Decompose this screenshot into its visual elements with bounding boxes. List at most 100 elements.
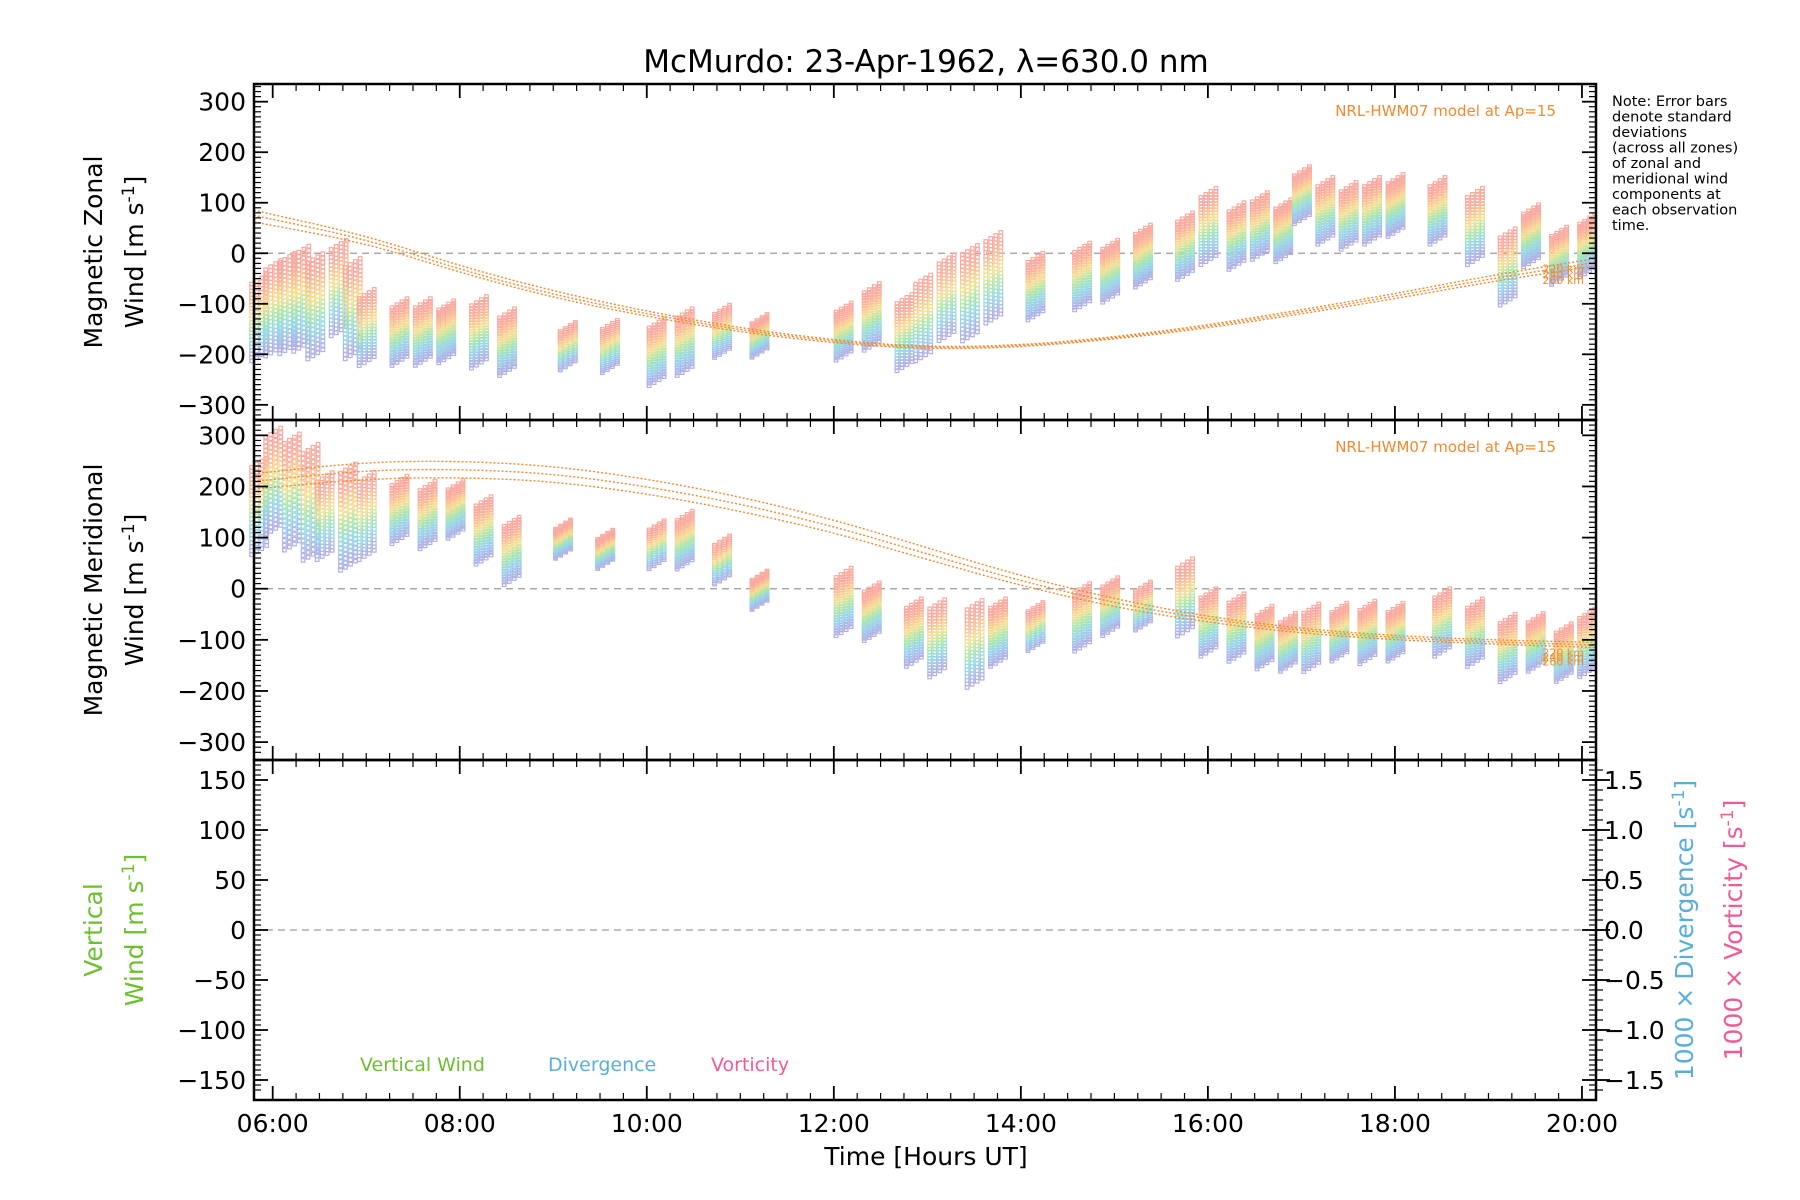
observation-point (861, 290, 867, 296)
observation-point (651, 343, 657, 349)
observation-point (259, 466, 265, 472)
observation-point (1254, 196, 1260, 202)
observation-point (273, 300, 279, 306)
observation-point (297, 528, 302, 534)
observation-point (263, 345, 269, 351)
observation-point (1470, 192, 1475, 197)
observation-point (684, 353, 690, 359)
observation-point (389, 357, 395, 363)
observation-point (651, 327, 657, 333)
observation-point (282, 538, 287, 543)
observation-point (417, 339, 423, 344)
observation-point (417, 328, 423, 334)
observation-point (422, 307, 428, 313)
observation-point (310, 527, 316, 533)
observation-point (315, 311, 321, 316)
observation-point (353, 483, 358, 489)
observation-point (960, 322, 965, 328)
observation-point (404, 301, 410, 307)
observation-point (661, 324, 667, 330)
observation-point (674, 339, 680, 344)
observation-point (282, 327, 288, 333)
observation-point (417, 320, 423, 326)
observation-point (502, 312, 507, 318)
y-axis-label-line2: Wind [m s-1] (119, 176, 149, 329)
observation-point (342, 327, 348, 333)
observation-point (909, 292, 915, 297)
observation-point (422, 338, 428, 344)
observation-point (975, 325, 980, 331)
observation-point (315, 302, 321, 308)
observation-point (352, 304, 358, 310)
observation-point (268, 458, 274, 464)
observation-point (404, 340, 410, 346)
observation-point (343, 547, 348, 552)
observation-point (604, 324, 610, 329)
observation-point (319, 476, 325, 482)
observation-point (273, 308, 279, 314)
observation-point (343, 564, 348, 570)
observation-point (484, 342, 489, 348)
observation-point (348, 530, 353, 536)
observation-point (1343, 186, 1349, 191)
observation-point (399, 338, 405, 344)
observation-point (674, 346, 680, 352)
observation-point (389, 352, 395, 358)
observation-point (998, 252, 1004, 258)
observation-point (389, 331, 395, 337)
observation-point (353, 527, 358, 533)
observation-point (320, 299, 326, 305)
observation-point (343, 525, 348, 530)
observation-point (497, 339, 502, 344)
observation-point (310, 344, 316, 350)
observation-point (315, 284, 321, 290)
observation-point (320, 273, 326, 278)
observation-point (305, 530, 311, 536)
observation-point (343, 529, 348, 535)
observation-point (479, 328, 484, 334)
observation-point (394, 302, 400, 308)
observation-point (282, 523, 287, 529)
observation-point (315, 267, 321, 273)
observation-point (684, 333, 690, 338)
observation-point (357, 289, 363, 295)
observation-point (422, 301, 428, 307)
observation-point (310, 340, 316, 346)
observation-point (983, 291, 989, 296)
observation-point (417, 305, 423, 310)
observation-point (479, 353, 484, 359)
note-line: deviations (1612, 125, 1687, 141)
observation-point (278, 439, 284, 444)
observation-point (507, 340, 512, 346)
observation-point (427, 348, 433, 354)
observation-point (291, 287, 297, 293)
observation-point (305, 486, 311, 492)
observation-point (287, 515, 292, 521)
observation-point (305, 317, 311, 322)
observation-point (412, 347, 418, 353)
observation-point (960, 267, 965, 273)
observation-point (394, 352, 400, 357)
observation-point (300, 470, 306, 476)
observation-point (993, 296, 999, 301)
observation-point (310, 493, 316, 499)
observation-point (301, 312, 307, 318)
observation-point (1236, 203, 1242, 209)
observation-point (338, 519, 343, 525)
observation-point (507, 353, 512, 359)
observation-point (291, 270, 297, 276)
observation-point (502, 330, 507, 336)
observation-point (301, 321, 307, 326)
observation-point (674, 354, 680, 360)
observation-point (263, 275, 269, 280)
observation-point (394, 320, 400, 326)
observation-point (273, 276, 279, 282)
observation-point (427, 335, 433, 341)
observation-point (1259, 193, 1265, 199)
observation-point (651, 364, 657, 370)
observation-point (1582, 218, 1588, 224)
observation-point (474, 359, 479, 365)
observation-point (427, 351, 433, 357)
observation-point (661, 358, 667, 364)
observation-point (291, 252, 297, 258)
